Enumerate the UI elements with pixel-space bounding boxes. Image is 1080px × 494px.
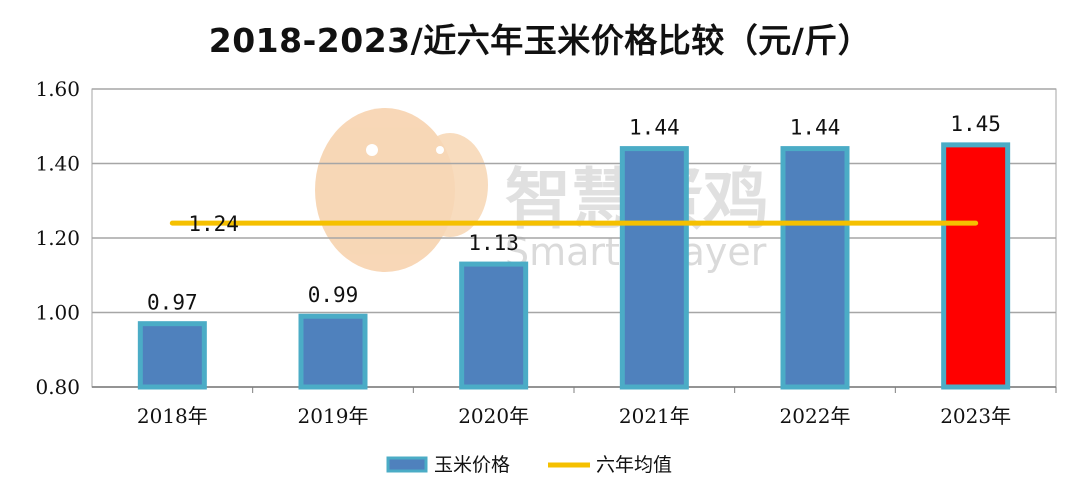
x-tick-label: 2021年 bbox=[619, 404, 690, 428]
bar-value-label: 0.99 bbox=[308, 283, 359, 307]
bar bbox=[137, 321, 207, 390]
y-tick-label: 1.40 bbox=[35, 152, 80, 176]
y-tick-label: 1.20 bbox=[35, 226, 80, 250]
watermark-logo bbox=[315, 108, 488, 272]
chart-title: 2018-2023/近六年玉米价格比较（元/斤） bbox=[208, 21, 872, 60]
x-tick-label: 2019年 bbox=[298, 404, 369, 428]
bar-value-label: 1.44 bbox=[790, 116, 841, 140]
x-tick-label: 2023年 bbox=[940, 404, 1011, 428]
bar-value-label: 1.45 bbox=[950, 112, 1001, 136]
watermark: 智慧蛋鸡 Smarter layer bbox=[315, 108, 769, 274]
y-tick-label: 1.60 bbox=[35, 77, 80, 101]
bar-value-label: 1.44 bbox=[629, 116, 680, 140]
bar-value-label: 1.13 bbox=[468, 231, 519, 255]
bar-value-label: 0.97 bbox=[147, 291, 198, 315]
average-value-label: 1.24 bbox=[188, 212, 239, 236]
y-tick-label: 0.80 bbox=[35, 375, 80, 399]
bar bbox=[459, 261, 529, 390]
x-tick-label: 2018年 bbox=[137, 404, 208, 428]
bar bbox=[619, 146, 689, 390]
bar bbox=[298, 313, 368, 390]
x-tick-label: 2022年 bbox=[780, 404, 851, 428]
legend: 玉米价格 六年均值 bbox=[386, 454, 672, 476]
bar bbox=[780, 146, 850, 390]
legend-label-average: 六年均值 bbox=[596, 454, 672, 476]
y-tick-label: 1.00 bbox=[35, 301, 80, 325]
bar bbox=[941, 142, 1011, 390]
x-tick-label: 2020年 bbox=[458, 404, 529, 428]
plot-area: 0.80 1.00 1.20 1.40 1.60 0.97 2018年 0.99 2019年 1.… bbox=[35, 77, 1057, 428]
legend-swatch-price bbox=[386, 456, 428, 473]
legend-label-price: 玉米价格 bbox=[434, 454, 510, 476]
